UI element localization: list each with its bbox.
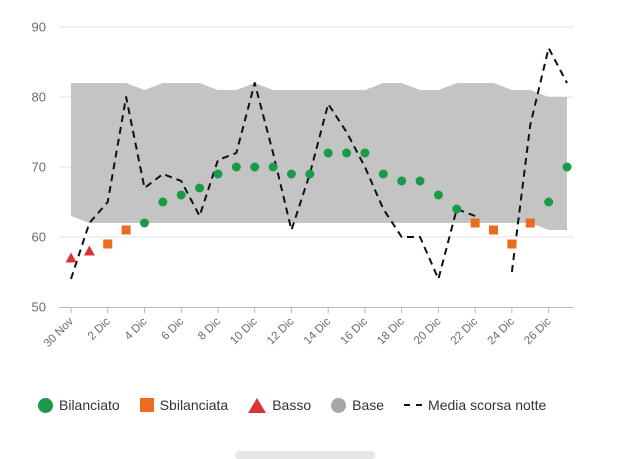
base-band-layer — [71, 83, 567, 230]
legend-item-media-scorsa-notte[interactable]: Media scorsa notte — [404, 397, 546, 413]
basso-point-30-nov — [65, 252, 77, 263]
legend-label-base: Base — [352, 397, 385, 413]
legend-triangle-icon — [248, 397, 267, 413]
sbilanciata-point-22-dic — [470, 218, 480, 228]
legend-square-icon — [139, 398, 154, 412]
bilanciato-point-18-dic — [397, 176, 407, 186]
bilanciato-point-7-dic — [195, 183, 205, 193]
sbilanciata-point-2-dic — [103, 239, 113, 249]
legend-circle-icon — [331, 397, 347, 413]
bilanciato-point-17-dic — [378, 169, 388, 179]
data-points — [65, 148, 572, 263]
bilanciato-point-11-dic — [268, 162, 278, 172]
x-tick-label-10-dic: 10 Dic — [228, 315, 260, 347]
legend-label-media-scorsa-notte: Media scorsa notte — [428, 397, 547, 413]
sbilanciata-point-25-dic — [525, 218, 535, 228]
x-tick-label-26-dic: 26 Dic — [522, 315, 554, 347]
bilanciato-point-6-dic — [176, 190, 186, 200]
y-tick-label-50: 50 — [32, 300, 46, 315]
x-tick-label-22-dic: 22 Dic — [449, 315, 481, 347]
y-tick-label-60: 60 — [32, 230, 46, 245]
legend-item-base[interactable]: Base — [331, 397, 384, 413]
legend-item-basso[interactable]: Basso — [248, 397, 311, 413]
x-tick-label-2-dic: 2 Dic — [86, 315, 113, 342]
y-axis-tick-labels: 50 60 70 80 90 — [32, 20, 46, 315]
x-tick-label-20-dic: 20 Dic — [412, 315, 444, 347]
x-tick-label-24-dic: 24 Dic — [485, 315, 517, 347]
legend-dash-icon — [404, 404, 423, 406]
x-axis — [59, 307, 574, 313]
x-tick-label-16-dic: 16 Dic — [339, 315, 371, 347]
legend: Bilanciato Sbilanciata Basso Base Media … — [38, 397, 546, 413]
base-band — [71, 83, 567, 230]
bilanciato-point-15-dic — [342, 148, 352, 158]
bilanciato-point-10-dic — [250, 162, 260, 172]
bilanciato-point-26-dic — [544, 197, 554, 207]
bilanciato-point-8-dic — [213, 169, 223, 179]
x-tick-label-30-nov: 30 Nov — [42, 315, 76, 349]
sbilanciata-point-23-dic — [489, 225, 499, 235]
bilanciato-point-13-dic — [305, 169, 315, 179]
x-tick-label-4-dic: 4 Dic — [123, 315, 150, 342]
x-tick-label-12-dic: 12 Dic — [265, 315, 297, 347]
bilanciato-point-4-dic — [139, 218, 149, 228]
legend-label-basso: Basso — [272, 397, 312, 413]
bilanciato-point-9-dic — [231, 162, 241, 172]
bilanciato-point-16-dic — [360, 148, 370, 158]
media-scorsa-notte-segment-2 — [510, 47, 568, 273]
bilanciato-point-12-dic — [286, 169, 296, 179]
chart: 50 60 70 80 90 30 Nov 2 Dic 4 Dic 6 Dic 8 Dic 10 … — [32, 20, 574, 350]
media-scorsa-notte-line — [70, 47, 568, 280]
legend-label-sbilanciata: Sbilanciata — [159, 397, 229, 413]
media-scorsa-notte-segment-1 — [70, 82, 476, 280]
bilanciato-point-19-dic — [415, 176, 425, 186]
x-tick-label-14-dic: 14 Dic — [302, 315, 334, 347]
bilanciato-point-27-dic — [562, 162, 572, 172]
bilanciato-point-20-dic — [433, 190, 443, 200]
legend-item-bilanciato[interactable]: Bilanciato — [38, 397, 120, 413]
x-tick-label-18-dic: 18 Dic — [375, 315, 407, 347]
x-axis-tick-labels: 30 Nov 2 Dic 4 Dic 6 Dic 8 Dic 10 Dic 12 Dic 14… — [42, 315, 554, 349]
sbilanciata-point-3-dic — [121, 225, 131, 235]
y-tick-label-70: 70 — [32, 160, 46, 175]
bilanciato-point-21-dic — [452, 204, 462, 214]
basso-point-1-dic — [83, 245, 95, 256]
legend-circle-icon — [38, 397, 53, 413]
legend-label-bilanciato: Bilanciato — [59, 397, 120, 413]
y-tick-label-80: 80 — [32, 90, 46, 105]
horizontal-scrollbar[interactable] — [235, 451, 375, 459]
x-tick-label-8-dic: 8 Dic — [196, 315, 223, 342]
legend-item-sbilanciata[interactable]: Sbilanciata — [139, 397, 229, 413]
bilanciato-point-5-dic — [158, 197, 168, 207]
x-tick-label-6-dic: 6 Dic — [159, 315, 186, 342]
sbilanciata-point-24-dic — [507, 239, 517, 249]
y-tick-label-90: 90 — [32, 20, 46, 35]
bilanciato-point-14-dic — [323, 148, 333, 158]
